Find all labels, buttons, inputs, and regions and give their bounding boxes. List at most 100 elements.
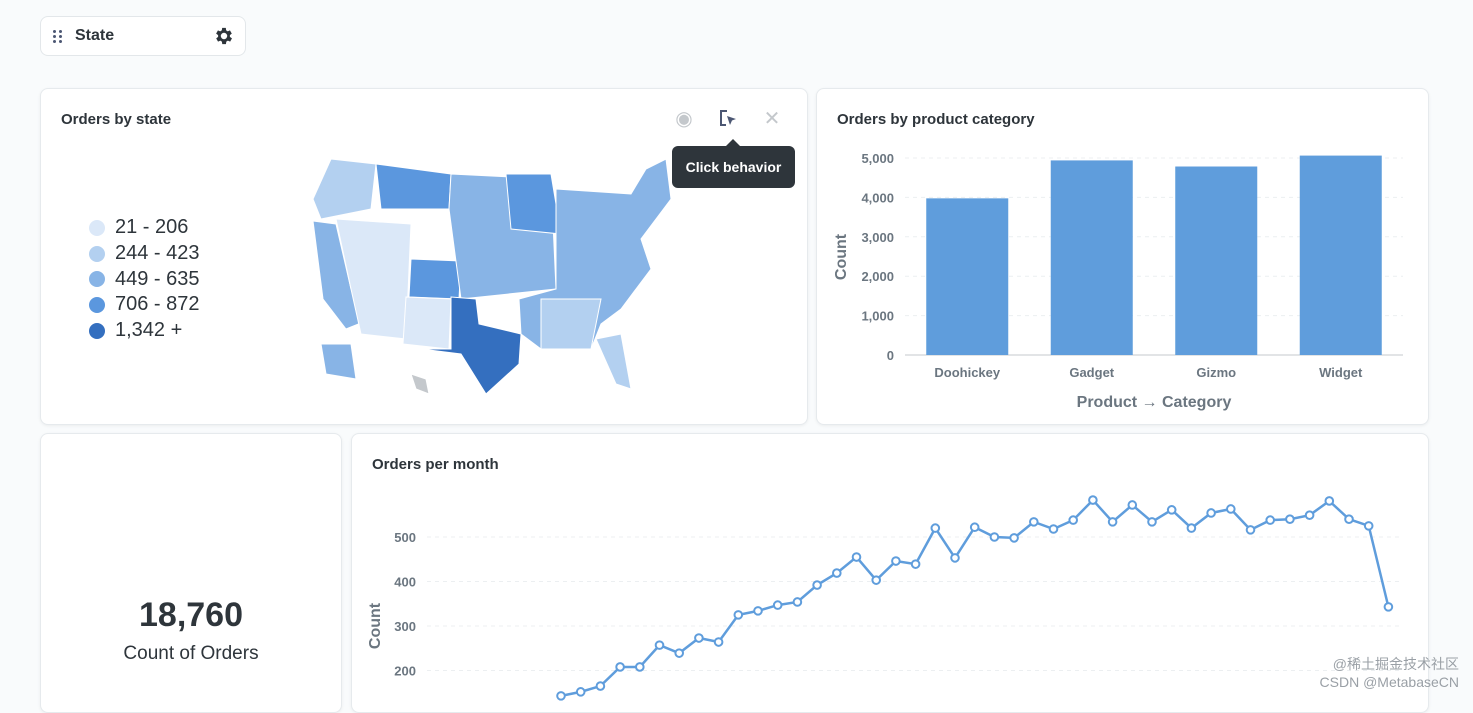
drag-handle-icon[interactable] <box>53 29 63 43</box>
data-point <box>910 559 921 569</box>
data-point <box>1088 495 1098 505</box>
y-tick-label: 300 <box>394 619 416 634</box>
y-tick-label: 0 <box>887 348 894 363</box>
scalar-value: 18,760 <box>139 596 243 634</box>
state-region-mountain[interactable] <box>335 218 412 340</box>
data-point <box>772 600 783 610</box>
state-region-florida[interactable] <box>595 333 632 390</box>
bar <box>926 198 1009 355</box>
state-filter[interactable]: State <box>40 16 246 56</box>
bar <box>1175 166 1258 355</box>
data-point <box>1206 508 1216 518</box>
data-point <box>1245 525 1256 535</box>
data-point <box>1147 517 1157 527</box>
legend-swatch <box>89 322 105 339</box>
us-map[interactable] <box>301 149 701 399</box>
data-point <box>1186 523 1197 533</box>
close-icon[interactable]: ✕ <box>763 107 781 130</box>
x-tick-label: Doohickey <box>934 365 1001 380</box>
state-region-montana[interactable] <box>375 163 452 210</box>
data-point <box>556 691 566 701</box>
gear-icon[interactable] <box>213 25 235 47</box>
orders-per-month-card: Orders per month 200 300 400 500 Count <box>351 433 1429 713</box>
y-tick-label: 4,000 <box>861 190 894 205</box>
state-region-newmexico[interactable] <box>402 296 452 350</box>
legend-swatch <box>89 271 105 288</box>
legend-label: 244 - 423 <box>115 242 200 265</box>
state-region-texas[interactable] <box>420 296 522 395</box>
watermark-line: CSDN @MetabaseCN <box>1319 674 1459 690</box>
data-point <box>871 575 882 585</box>
map-legend: 21 - 206 244 - 423 449 - 635 706 - 872 1… <box>89 215 200 343</box>
data-point <box>792 597 803 607</box>
data-point <box>851 552 862 562</box>
bar-chart: 0 1,000 2,000 3,000 4,000 5,000 Doohickey Gadge… <box>833 151 1403 411</box>
data-point <box>989 532 1000 542</box>
data-point <box>713 637 724 647</box>
data-point <box>1285 514 1295 524</box>
x-tick-label: Gizmo <box>1196 365 1236 380</box>
bar <box>1050 160 1133 355</box>
legend-swatch <box>89 245 105 262</box>
data-point <box>694 633 704 643</box>
palette-icon[interactable]: ◉ <box>675 107 693 130</box>
y-tick-label: 2,000 <box>861 269 894 284</box>
data-point <box>1068 515 1079 525</box>
data-point <box>1029 517 1039 527</box>
data-point <box>1226 504 1236 514</box>
legend-item: 449 - 635 <box>89 266 200 292</box>
x-axis-label: Product → Category <box>1077 394 1232 411</box>
y-tick-label: 3,000 <box>861 230 894 245</box>
data-point <box>674 648 685 658</box>
legend-item: 21 - 206 <box>89 215 200 241</box>
state-region-alaska[interactable] <box>320 343 357 380</box>
legend-label: 706 - 872 <box>115 293 200 316</box>
legend-item: 244 - 423 <box>89 241 200 267</box>
data-point <box>930 523 941 533</box>
data-point <box>1107 517 1118 527</box>
data-point <box>1127 500 1138 510</box>
line-chart: 200 300 400 500 Count <box>367 495 1402 701</box>
card-title: Orders by product category <box>837 111 1035 128</box>
card-title: Orders by state <box>61 111 172 128</box>
y-axis-label: Count <box>367 602 384 649</box>
watermark: @稀土掘金技术社区 CSDN @MetabaseCN <box>1320 655 1459 691</box>
data-point <box>595 681 606 691</box>
legend-swatch <box>89 219 105 236</box>
data-point <box>891 556 901 566</box>
y-tick-label: 200 <box>394 664 416 679</box>
legend-label: 449 - 635 <box>115 267 200 290</box>
data-point <box>1265 515 1276 525</box>
data-point <box>615 662 625 672</box>
data-point <box>1344 514 1354 524</box>
state-region-southeast[interactable] <box>540 298 602 350</box>
state-region-minnesota[interactable] <box>505 173 562 235</box>
scalar-label: Count of Orders <box>123 643 259 664</box>
data-point <box>1009 533 1019 543</box>
data-point <box>950 553 960 563</box>
state-region-west[interactable] <box>312 158 377 220</box>
legend-label: 21 - 206 <box>115 216 189 239</box>
x-tick-label: Widget <box>1319 365 1363 380</box>
data-point <box>1363 521 1374 531</box>
y-axis-label: Count <box>833 233 850 280</box>
state-region-colorado[interactable] <box>408 258 462 300</box>
y-tick-label: 500 <box>394 530 416 545</box>
data-point <box>812 580 822 590</box>
data-point <box>654 640 665 650</box>
click-behavior-icon[interactable] <box>717 107 739 129</box>
legend-swatch <box>89 296 105 313</box>
data-point <box>1166 505 1177 515</box>
x-tick-label: Gadget <box>1069 365 1114 380</box>
orders-by-state-card: Orders by state ◉ ✕ 21 - 206 244 - 423 4… <box>40 88 808 425</box>
data-point <box>753 606 763 616</box>
orders-by-category-card: Orders by product category 0 1,000 2,000 3,… <box>816 88 1429 425</box>
data-point <box>1383 602 1394 612</box>
state-region-hawaii[interactable] <box>410 373 430 395</box>
legend-label: 1,342 + <box>115 319 183 342</box>
count-of-orders-card: 18,760 Count of Orders <box>40 433 342 713</box>
bar <box>1299 155 1382 355</box>
watermark-line: @稀土掘金技术社区 <box>1332 656 1459 672</box>
y-tick-label: 400 <box>394 575 416 590</box>
data-point <box>1048 524 1059 534</box>
